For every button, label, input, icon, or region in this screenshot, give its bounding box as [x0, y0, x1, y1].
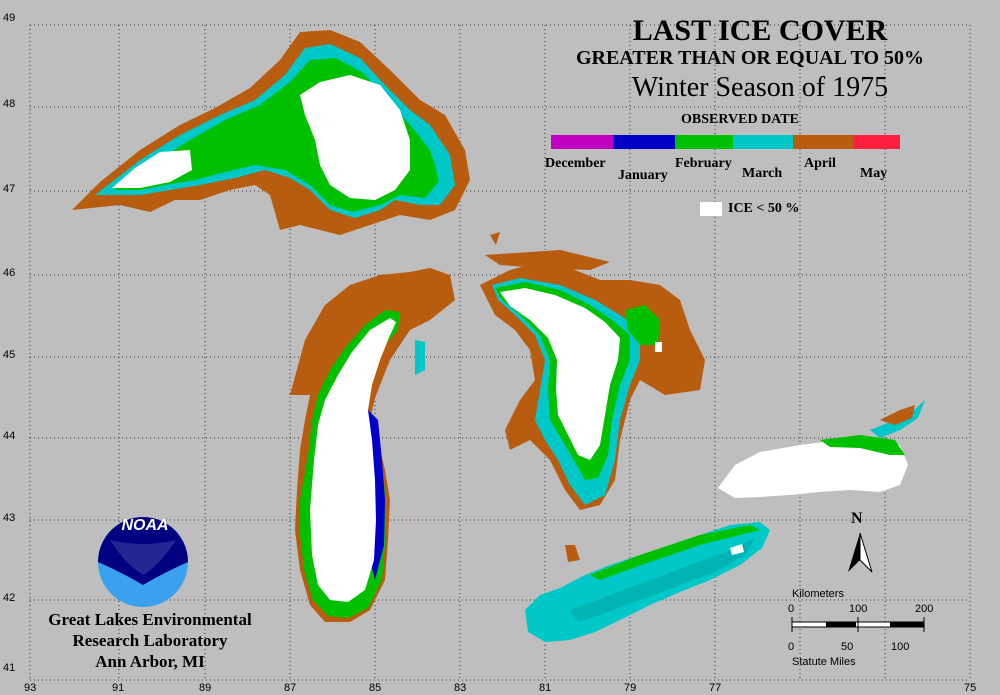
lake-superior [72, 30, 470, 235]
legend-month-december: December [545, 156, 606, 171]
legend-month-may: May [860, 166, 888, 181]
scale-mi-tick: 100 [891, 641, 910, 653]
lon-label: 79 [624, 682, 637, 694]
map-subtitle: GREATER THAN OR EQUAL TO 50% [575, 47, 925, 69]
lake-erie [525, 522, 770, 642]
legend-heading: OBSERVED DATE [681, 112, 799, 127]
ice-swatch [700, 202, 722, 216]
lake-huron [480, 262, 705, 510]
lake-michigan [290, 268, 455, 622]
lat-label: 43 [3, 512, 16, 524]
legend-month-january: January [618, 168, 668, 183]
noaa-logo [98, 517, 188, 607]
lon-label: 75 [964, 682, 977, 694]
lat-label: 41 [3, 662, 16, 674]
lon-label: 85 [369, 682, 382, 694]
organization-line2: Research Laboratory [72, 631, 228, 650]
scale-mi-tick: 0 [788, 641, 795, 653]
scale-kilometers-label: Kilometers [792, 588, 844, 600]
lon-label: 91 [112, 682, 125, 694]
lon-label: 77 [709, 682, 722, 694]
north-label: N [851, 510, 863, 527]
lat-label: 47 [3, 183, 16, 195]
organization-line1: Great Lakes Environmental [48, 610, 252, 629]
scale-km-tick: 100 [849, 603, 868, 615]
lake-ontario [718, 400, 925, 498]
legend-color-bar [551, 135, 900, 149]
scale-miles-label: Statute Miles [792, 656, 856, 668]
lat-label: 42 [3, 592, 16, 604]
scale-mi-tick: 50 [841, 641, 854, 653]
ice-label: ICE < 50 % [728, 201, 800, 216]
scale-km-tick: 200 [915, 603, 934, 615]
scale-km-tick: 0 [788, 603, 795, 615]
map-title: LAST ICE COVER [632, 14, 888, 47]
noaa-logo-text: NOAA [121, 517, 169, 534]
organization-line3: Ann Arbor, MI [95, 652, 205, 671]
lat-label: 44 [3, 430, 16, 442]
legend-month-february: February [675, 156, 732, 171]
scale-bar [791, 617, 925, 632]
season-label: Winter Season of 1975 [631, 72, 889, 103]
lon-label: 81 [539, 682, 552, 694]
legend-month-april: April [804, 156, 836, 171]
lon-label: 93 [24, 682, 37, 694]
north-arrow [848, 532, 873, 573]
lat-label: 49 [3, 12, 16, 24]
legend-month-march: March [742, 166, 783, 181]
lat-label: 46 [3, 267, 16, 279]
lon-label: 87 [284, 682, 297, 694]
lat-label: 48 [3, 98, 16, 110]
lon-label: 89 [199, 682, 212, 694]
lake-st-clair [485, 232, 610, 562]
lat-label: 45 [3, 349, 16, 361]
lon-label: 83 [454, 682, 467, 694]
